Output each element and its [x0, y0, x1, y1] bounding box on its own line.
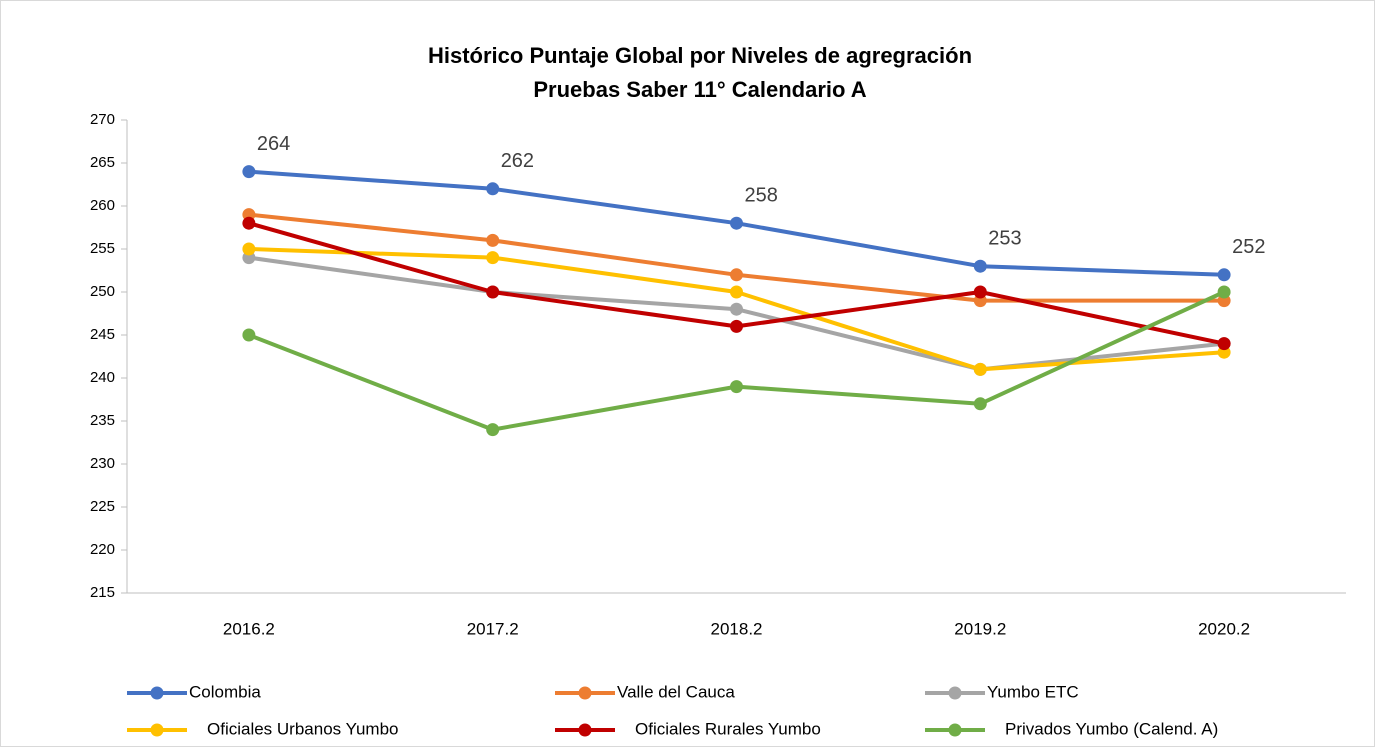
data-point	[730, 319, 743, 333]
x-tick-label: 2016.2	[223, 619, 275, 638]
data-point	[1217, 285, 1231, 299]
legend-marker	[578, 723, 592, 737]
legend-label: Privados Yumbo (Calend. A)	[1005, 719, 1218, 738]
data-point	[486, 233, 500, 247]
legend-label: Oficiales Rurales Yumbo	[635, 719, 821, 738]
legend-marker	[948, 723, 962, 737]
y-tick-label: 225	[90, 498, 115, 515]
data-point	[730, 285, 743, 299]
x-tick-label: 2019.2	[954, 619, 1006, 638]
x-tick-label: 2020.2	[1198, 619, 1250, 638]
y-tick-label: 250	[90, 283, 115, 300]
y-tick-label: 220	[90, 541, 115, 558]
data-point	[242, 216, 256, 230]
y-tick-label: 270	[90, 111, 115, 128]
data-point	[242, 242, 256, 256]
data-point	[730, 268, 743, 282]
data-point	[973, 397, 987, 411]
data-point	[973, 362, 987, 376]
data-point	[973, 285, 987, 299]
data-label: 262	[501, 150, 534, 172]
chart-subtitle: Pruebas Saber 11° Calendario A	[533, 77, 866, 102]
legend-marker	[578, 686, 592, 700]
data-point	[486, 182, 500, 196]
y-tick-label: 230	[90, 455, 115, 472]
data-point	[730, 216, 743, 230]
data-point	[486, 423, 500, 437]
data-point	[242, 328, 256, 342]
data-point	[1217, 337, 1231, 351]
data-label: 264	[257, 133, 290, 155]
legend-label: Valle del Cauca	[617, 682, 735, 701]
y-tick-label: 240	[90, 369, 115, 386]
legend-label: Yumbo ETC	[987, 682, 1079, 701]
y-tick-label: 255	[90, 240, 115, 257]
y-tick-label: 235	[90, 412, 115, 429]
y-tick-label: 215	[90, 584, 115, 601]
data-label: 252	[1232, 236, 1265, 258]
legend-marker	[150, 723, 164, 737]
data-point	[730, 302, 743, 316]
y-tick-label: 260	[90, 197, 115, 214]
legend-label: Oficiales Urbanos Yumbo	[207, 719, 399, 738]
y-tick-label: 245	[90, 326, 115, 343]
chart-title: Histórico Puntaje Global por Niveles de …	[428, 43, 972, 68]
legend-label: Colombia	[189, 682, 261, 701]
data-point	[242, 165, 256, 179]
data-point	[486, 251, 500, 265]
data-point	[1217, 268, 1231, 282]
legend-marker	[150, 686, 164, 700]
x-tick-label: 2017.2	[467, 619, 519, 638]
legend-marker	[948, 686, 962, 700]
x-tick-label: 2018.2	[711, 619, 763, 638]
data-point	[486, 285, 500, 299]
data-point	[730, 380, 743, 394]
data-label: 258	[745, 184, 778, 206]
y-tick-label: 265	[90, 154, 115, 171]
data-label: 253	[988, 227, 1021, 249]
data-point	[973, 259, 987, 273]
